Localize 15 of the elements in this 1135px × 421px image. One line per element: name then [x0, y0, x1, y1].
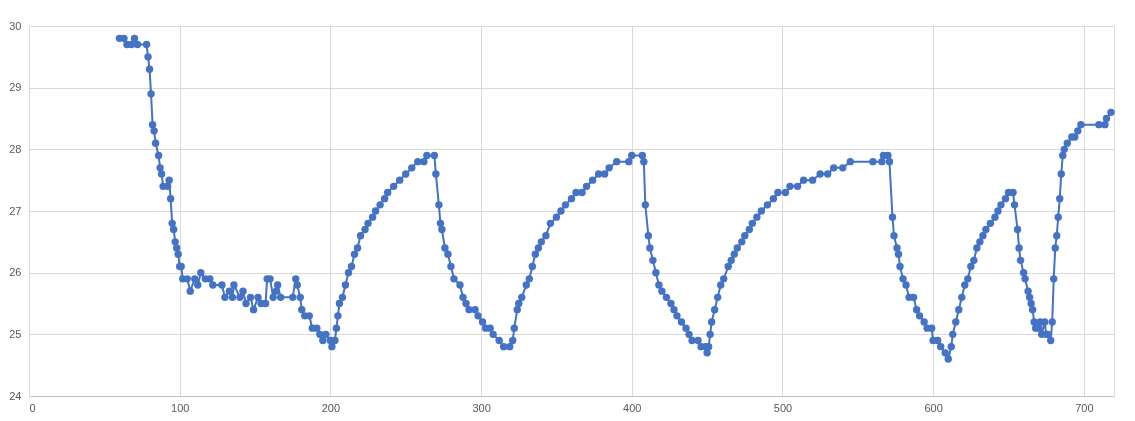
x-tick-label: 200	[321, 401, 341, 414]
y-tick-label: 30	[9, 19, 22, 32]
y-tick-label: 24	[9, 389, 22, 402]
y-tick-label: 25	[9, 327, 22, 340]
x-tick-label: 100	[171, 401, 190, 414]
x-tick-label: 400	[623, 401, 642, 414]
y-tick-label: 27	[9, 204, 22, 217]
x-tick-label: 700	[1075, 401, 1094, 414]
x-tick-label: 300	[472, 401, 491, 414]
y-tick-label: 29	[9, 81, 22, 94]
y-tick-label: 28	[9, 142, 22, 155]
x-tick-label: 500	[773, 401, 793, 414]
x-tick-label: 0	[29, 401, 36, 414]
x-tick-label: 600	[924, 401, 943, 414]
y-tick-label: 26	[9, 266, 22, 279]
